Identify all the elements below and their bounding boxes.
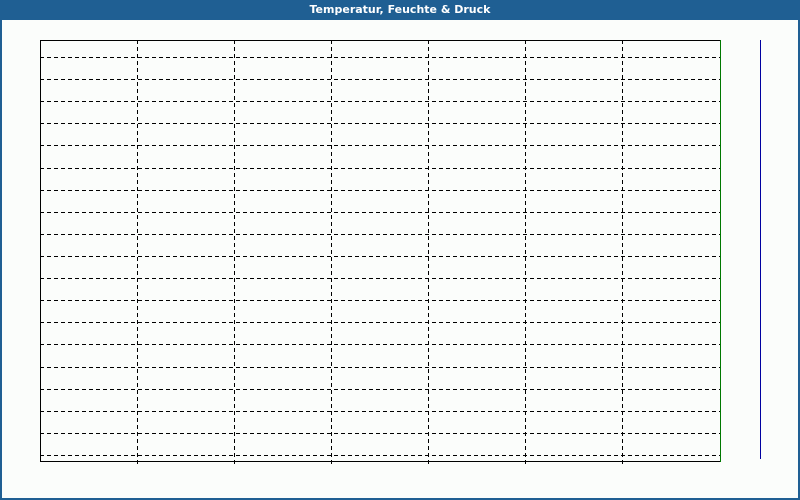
chart-area: [2, 20, 798, 498]
grid: [40, 40, 720, 465]
window-title: Temperatur, Feuchte & Druck: [309, 3, 491, 16]
